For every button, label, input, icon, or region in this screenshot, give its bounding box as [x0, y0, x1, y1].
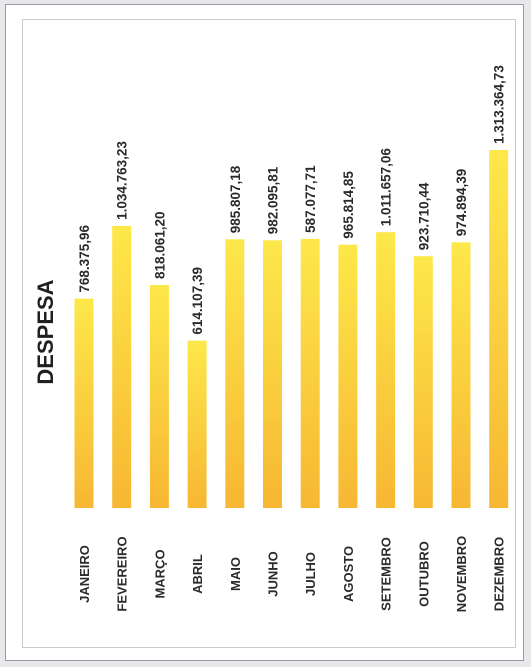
chart-border — [22, 19, 516, 648]
bar-10 — [413, 256, 433, 508]
bar-12 — [489, 150, 509, 508]
bar-7 — [300, 238, 320, 508]
category-label-3: MARÇO — [152, 549, 167, 598]
category-label-11: NOVEMBRO — [454, 536, 469, 613]
bar-3 — [149, 285, 169, 508]
chart-title: DESPESA — [33, 279, 58, 384]
category-label-5: MAIO — [228, 557, 243, 591]
category-label-6: JUNHO — [266, 551, 281, 597]
bar-5 — [225, 239, 245, 509]
value-label-12: 1.313.364,73 — [492, 65, 507, 144]
value-label-5: 985.807,18 — [228, 165, 243, 233]
value-label-1: 768.375,96 — [77, 225, 92, 293]
value-label-9: 1.011.657,06 — [379, 148, 394, 227]
category-label-2: FEVEREIRO — [115, 536, 130, 611]
value-label-6: 982.095,81 — [266, 166, 281, 234]
value-label-3: 818.061,20 — [152, 211, 167, 279]
value-label-2: 1.034.763,23 — [115, 141, 130, 220]
category-label-9: SETEMBRO — [379, 537, 394, 611]
bar-8 — [338, 244, 358, 508]
category-labels-group: JANEIRO FEVEREIRO MARÇO ABRIL MAIO JUNHO JULHO… — [77, 536, 507, 613]
bar-1 — [74, 298, 94, 508]
category-label-10: OUTUBRO — [416, 541, 431, 607]
value-labels-group: 768.375,96 1.034.763,23 818.061,20 614.107,… — [77, 65, 507, 335]
value-label-7: 587.077,71 — [303, 165, 318, 233]
value-label-8: 965.814,85 — [341, 171, 356, 239]
bar-9 — [376, 232, 396, 508]
bar-4 — [187, 340, 207, 508]
bar-11 — [451, 242, 471, 509]
bar-6 — [263, 240, 282, 509]
category-label-12: DEZEMBRO — [492, 537, 507, 611]
bar-2 — [112, 225, 132, 508]
value-label-11: 974.894,39 — [454, 169, 469, 237]
category-label-4: ABRIL — [190, 554, 205, 594]
category-label-7: JULHO — [303, 552, 318, 596]
category-label-1: JANEIRO — [77, 545, 92, 603]
value-label-4: 614.107,39 — [190, 267, 205, 335]
value-label-10: 923.710,44 — [416, 182, 431, 250]
category-label-8: AGOSTO — [341, 546, 356, 602]
bars-group — [74, 150, 509, 509]
